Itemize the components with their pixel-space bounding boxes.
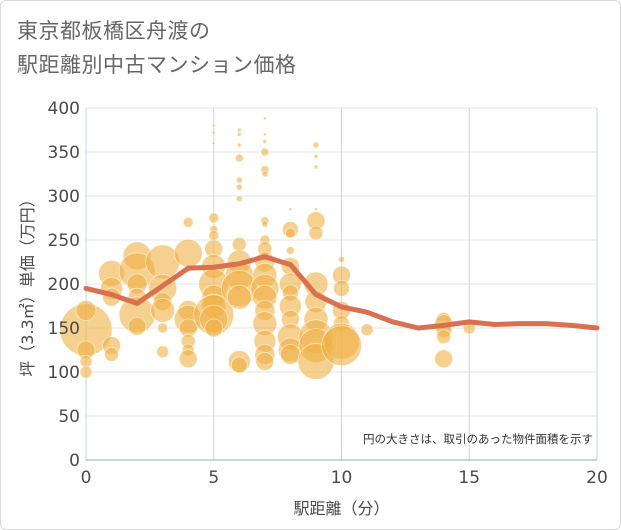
bubble-point [226,284,252,310]
chart-title-line2: 駅距離別中古マンション価格 [17,53,297,77]
bubble-point [434,349,454,369]
bubble-point [127,316,147,336]
y-tick-label: 50 [58,407,80,427]
bubble-point [260,147,270,157]
bubble-point [321,325,362,367]
bubble-point [211,130,216,135]
bubble-point [157,322,169,334]
x-tick-label: 20 [586,468,608,488]
bubble-point [235,176,243,184]
bubble-point [79,365,93,379]
bubble-point [104,346,119,362]
bubble-point [211,141,216,146]
bubble-point [314,207,318,212]
x-tick-label: 10 [331,468,353,488]
bubble-point [262,132,267,137]
bubble-point [211,123,216,128]
y-tick-label: 200 [48,275,80,295]
y-tick-label: 400 [48,99,80,119]
bubble-point [261,170,269,178]
bubble-point [208,212,220,224]
trend-line-group [83,254,600,331]
x-axis-label: 駅距離（分） [293,499,389,518]
bubble-point [75,299,97,321]
chart-title: 東京都板橋区舟渡の 駅距離別中古マンション価格 [17,14,297,82]
bubble-point [333,279,350,297]
x-tick-label: 15 [458,468,480,488]
y-tick-label: 250 [48,231,80,251]
x-tick-label: 5 [208,468,219,488]
average-price-line [83,254,600,331]
bubble-point [360,323,374,337]
y-axis-label: 坪（3.3㎡）単価（万円） [18,191,37,376]
bubble-point [236,142,242,148]
bubble-point [208,230,220,242]
bubble-point [236,127,242,133]
bubble-point [279,343,301,365]
bubble-point [173,238,203,268]
bubble-point [235,183,243,191]
bubble-point [235,195,243,203]
y-tick-label: 350 [48,143,80,163]
bubble-point [308,225,324,241]
bubble-point [255,352,275,371]
bubble-point [313,164,319,170]
bubble-point [262,116,267,121]
bubble-point [150,297,176,323]
bubble-point [234,153,244,163]
bubble-point [285,246,295,255]
tick-labels: 0 50 100 150 200 250 300 350 400 0 5 10 15 20 [48,99,608,488]
bubble-point [312,141,320,149]
bubble-point [231,236,247,252]
x-tick-label: 0 [81,468,92,488]
bubble-size-note: 円の大きさは、取引のあった物件面積を示す [363,432,593,446]
bubble-point [230,356,248,374]
bubble-point [236,131,242,137]
bubble-point [338,255,345,263]
bubble-point [288,207,293,212]
bubble-point [182,216,194,228]
bubble-point [156,345,170,359]
bubble-point [261,220,269,228]
y-tick-label: 100 [48,363,80,383]
bubble-point [204,318,224,338]
bubble-point [262,139,268,144]
y-tick-label: 150 [48,319,80,339]
y-tick-label: 0 [69,451,80,471]
bubble-point [284,227,296,239]
y-tick-label: 300 [48,187,80,207]
chart-title-line1: 東京都板橋区舟渡の [17,19,211,43]
bubble-point [178,349,198,369]
bubble-point [313,153,319,159]
bubble-point [436,329,452,345]
bubbles [59,116,476,380]
